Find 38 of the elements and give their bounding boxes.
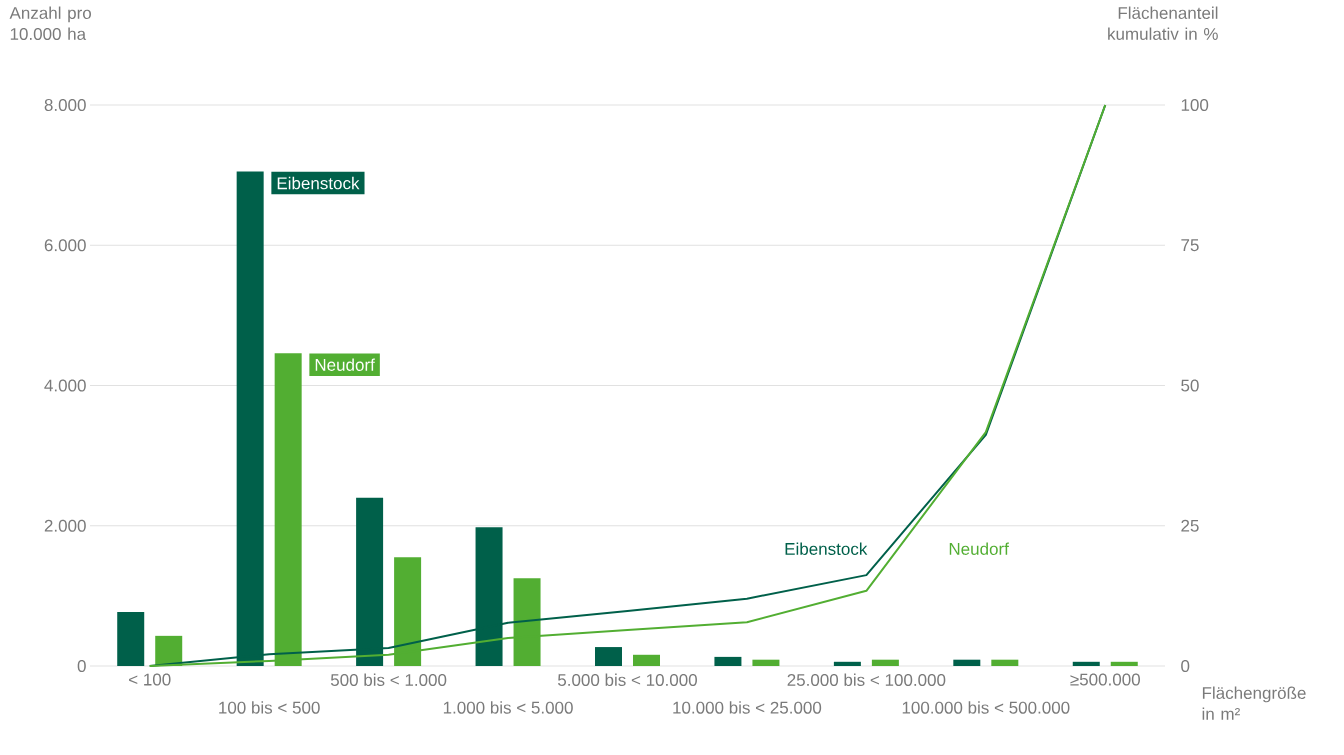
y2-tick-label: 75	[1181, 239, 1199, 252]
bar	[833, 661, 861, 666]
x-tick-label: < 100	[129, 673, 171, 686]
bar	[991, 659, 1019, 666]
x-axis-title: Flächengröße in m²	[1202, 686, 1306, 720]
x-tick-label: 100 bis < 500	[219, 701, 320, 714]
bar	[714, 656, 742, 666]
y-tick-label: 6.000	[44, 239, 86, 252]
bar	[752, 659, 780, 666]
y2-tick-label: 0	[1181, 659, 1190, 673]
series-label: Neudorf	[315, 358, 375, 371]
bar	[632, 654, 660, 666]
y-axis-title: Anzahl pro 10.000 ha	[9, 6, 91, 40]
x-tick-label: 25.000 bis < 100.000	[787, 673, 946, 687]
bar	[594, 647, 622, 666]
series-label: Eibenstock	[277, 176, 360, 190]
bar	[117, 612, 145, 666]
text: Neudorf	[949, 542, 1009, 555]
y2-axis-title: Flächenanteil kumulativ in %	[1108, 6, 1218, 40]
x-tick-label: 5.000 bis < 10.000	[557, 673, 697, 687]
line-series	[148, 103, 1107, 667]
x-tick-label: 100.000 bis < 500.000	[902, 701, 1070, 714]
y-tick-label: 4.000	[44, 379, 86, 392]
y2-tick-label: 25	[1181, 519, 1199, 532]
bar	[871, 659, 899, 666]
x-tick-label: ≥500.000	[1070, 673, 1140, 686]
bar	[1072, 661, 1100, 666]
y-tick-label: 8.000	[44, 98, 86, 112]
x-tick-label: 1.000 bis < 5.000	[443, 701, 573, 714]
y-tick-label: 0	[77, 659, 86, 673]
x-tick-label: 500 bis < 1.000	[330, 673, 447, 687]
y-tick-label: 2.000	[44, 519, 86, 532]
bar	[1110, 661, 1138, 666]
y2-tick-label: 50	[1181, 379, 1199, 392]
y2-tick-label: 100	[1181, 98, 1209, 112]
bar	[953, 659, 981, 666]
x-tick-label: 10.000 bis < 25.000	[673, 701, 822, 714]
series-label: Eibenstock	[785, 542, 868, 555]
